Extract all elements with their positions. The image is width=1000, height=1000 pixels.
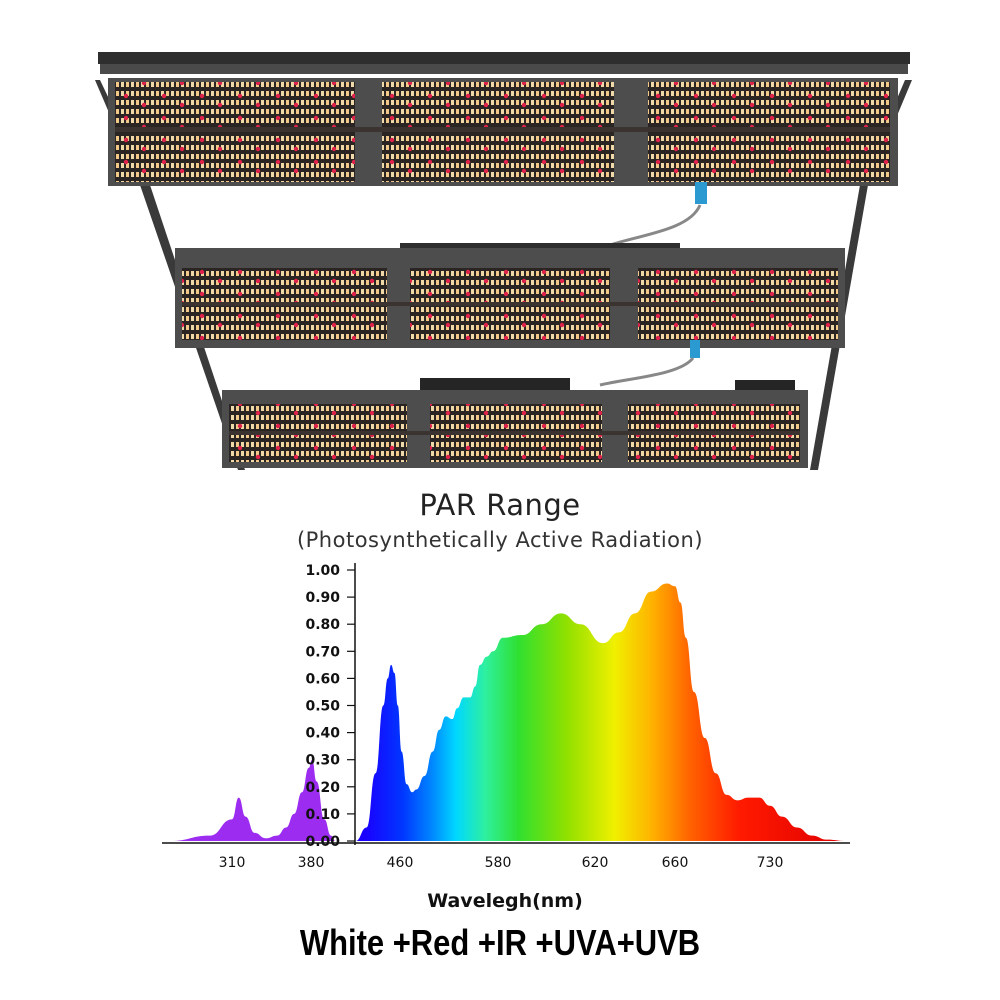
y-tick-label: 0.60 <box>305 671 340 687</box>
y-tick-label: 0.20 <box>305 780 340 796</box>
series-area-2 <box>355 583 845 841</box>
y-tick-label: 0.90 <box>305 590 340 606</box>
y-tick-label: 0.30 <box>305 753 340 769</box>
spec-caption: White +Red +IR +UVA+UVB <box>299 922 701 963</box>
y-tick-label: 1.00 <box>305 563 340 579</box>
y-tick-label: 0.80 <box>305 617 340 633</box>
y-tick-label: 0.70 <box>305 644 340 660</box>
x-axis-label: Wavelegh(nm) <box>427 890 583 912</box>
chart-title: PAR Range <box>419 488 581 522</box>
x-tick-label: 460 <box>387 855 414 871</box>
light-fixture <box>95 52 912 470</box>
y-tick-label: 0.50 <box>305 699 340 715</box>
y-tick-label: 0.10 <box>305 807 340 823</box>
x-tick-label: 660 <box>662 855 689 871</box>
x-tick-label: 620 <box>582 855 609 871</box>
y-tick-label: 0.00 <box>305 834 340 850</box>
x-tick-label: 310 <box>219 855 246 871</box>
spectrum-chart: 1.00 0.90 0.80 0.70 0.60 0.50 0.40 0.30 0.20 0.10… <box>162 563 850 912</box>
product-photo <box>95 52 912 470</box>
chart-subtitle: (Photosynthetically Active Radiation) <box>296 528 704 552</box>
plot-axes: 1.00 0.90 0.80 0.70 0.60 0.50 0.40 0.30 0.20 0.10… <box>162 563 850 871</box>
x-tick-label: 380 <box>298 855 325 871</box>
series-area-1 <box>170 759 336 841</box>
x-tick-label: 580 <box>485 855 512 871</box>
plot-series <box>170 583 845 841</box>
x-tick-label: 730 <box>757 855 784 871</box>
y-tick-label: 0.40 <box>305 726 340 742</box>
